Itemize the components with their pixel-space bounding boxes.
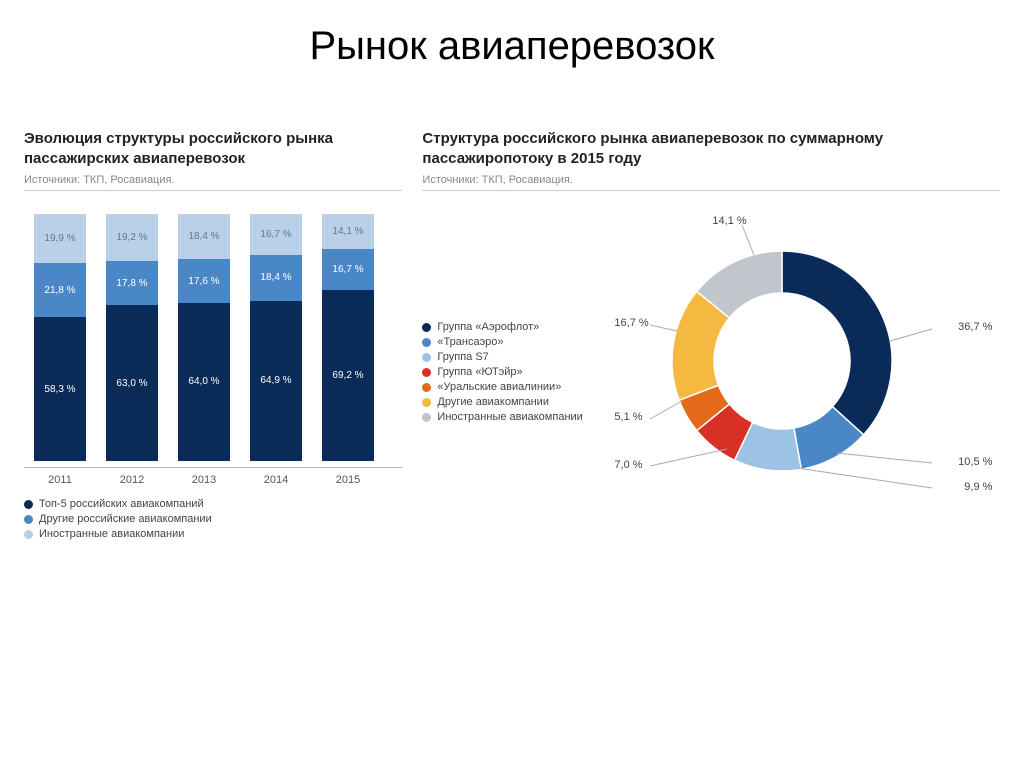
legend-label: Другие российские авиакомпании xyxy=(39,513,212,525)
legend-label: «Уральские авиалинии» xyxy=(437,381,561,393)
x-axis-label: 2013 xyxy=(174,474,234,486)
legend-item: Группа «ЮТэйр» xyxy=(422,366,602,378)
bar-segment: 17,8 % xyxy=(106,261,158,305)
bar-segment: 14,1 % xyxy=(322,214,374,249)
legend-swatch xyxy=(422,323,431,332)
bar-segment: 58,3 % xyxy=(34,317,86,461)
bar-chart-title: Эволюция структуры российского рынка пас… xyxy=(24,129,402,168)
bar-column: 63,0 %17,8 %19,2 % xyxy=(102,214,162,461)
bar-stack: 64,9 %18,4 %16,7 % xyxy=(250,214,302,461)
bar-segment: 64,0 % xyxy=(178,303,230,461)
legend-swatch xyxy=(24,500,33,509)
x-axis-label: 2011 xyxy=(30,474,90,486)
callout-ural: 5,1 % xyxy=(614,411,642,423)
leader-line xyxy=(742,225,754,255)
callout-foreign: 14,1 % xyxy=(712,215,746,227)
callout-aeroflot: 36,7 % xyxy=(958,321,992,333)
donut-chart-legend: Группа «Аэрофлот» «Трансаэро» Группа S7 Гру… xyxy=(422,201,602,521)
callout-utair: 7,0 % xyxy=(614,459,642,471)
bar-stack: 63,0 %17,8 %19,2 % xyxy=(106,214,158,461)
bar-chart-legend: Топ-5 российских авиакомпаний Другие росс… xyxy=(24,498,402,543)
x-axis-label: 2015 xyxy=(318,474,378,486)
charts-row: Эволюция структуры российского рынка пас… xyxy=(24,129,1000,543)
legend-label: Группа «ЮТэйр» xyxy=(437,366,522,378)
bar-column: 58,3 %21,8 %19,9 % xyxy=(30,214,90,461)
leader-line xyxy=(890,329,932,341)
bar-segment: 18,4 % xyxy=(178,214,230,259)
leader-line xyxy=(650,449,727,466)
callout-transaero: 10,5 % xyxy=(958,456,992,468)
legend-swatch xyxy=(422,383,431,392)
legend-swatch xyxy=(422,398,431,407)
donut-chart-title: Структура российского рынка авиаперевозо… xyxy=(422,129,1000,168)
legend-swatch xyxy=(422,353,431,362)
legend-swatch xyxy=(422,338,431,347)
legend-label: Группа «Аэрофлот» xyxy=(437,321,539,333)
bar-column: 64,9 %18,4 %16,7 % xyxy=(246,214,306,461)
donut-chart-source: Источники: ТКП, Росавиация. xyxy=(422,174,1000,186)
bar-chart-xaxis: 2011 2012 2013 2014 2015 xyxy=(24,467,402,486)
legend-swatch xyxy=(422,413,431,422)
divider xyxy=(422,190,1000,191)
legend-label: Другие авиакомпании xyxy=(437,396,549,408)
bar-chart-panel: Эволюция структуры российского рынка пас… xyxy=(24,129,402,543)
bar-segment: 16,7 % xyxy=(322,249,374,290)
legend-label: Топ-5 российских авиакомпаний xyxy=(39,498,204,510)
legend-swatch xyxy=(422,368,431,377)
legend-label: Группа S7 xyxy=(437,351,488,363)
leader-line xyxy=(650,325,677,331)
legend-item: Другие российские авиакомпании xyxy=(24,513,402,525)
leader-line xyxy=(797,468,932,488)
bar-stack: 69,2 %16,7 %14,1 % xyxy=(322,214,374,461)
bar-segment: 64,9 % xyxy=(250,301,302,461)
legend-item: «Уральские авиалинии» xyxy=(422,381,602,393)
bar-segment: 16,7 % xyxy=(250,214,302,255)
callout-s7: 9,9 % xyxy=(964,481,992,493)
legend-item: «Трансаэро» xyxy=(422,336,602,348)
bar-segment: 63,0 % xyxy=(106,305,158,461)
bar-segment: 17,6 % xyxy=(178,259,230,302)
bar-chart-area: 58,3 %21,8 %19,9 % 63,0 %17,8 %19,2 % 64,0… xyxy=(24,201,402,461)
legend-item: Топ-5 российских авиакомпаний xyxy=(24,498,402,510)
x-axis-label: 2012 xyxy=(102,474,162,486)
bar-segment: 69,2 % xyxy=(322,290,374,461)
x-axis-label: 2014 xyxy=(246,474,306,486)
leader-line xyxy=(837,453,932,463)
legend-swatch xyxy=(24,530,33,539)
bar-segment: 19,9 % xyxy=(34,214,86,263)
bar-segment: 21,8 % xyxy=(34,263,86,317)
donut-hole xyxy=(714,293,850,429)
donut-chart-panel: Структура российского рынка авиаперевозо… xyxy=(422,129,1000,543)
legend-label: Иностранные авиакомпании xyxy=(437,411,582,423)
leader-line xyxy=(650,401,682,419)
bar-segment: 18,4 % xyxy=(250,255,302,300)
divider xyxy=(24,190,402,191)
callout-other: 16,7 % xyxy=(614,317,648,329)
legend-item: Другие авиакомпании xyxy=(422,396,602,408)
legend-item: Иностранные авиакомпании xyxy=(24,528,402,540)
bar-chart-source: Источники: ТКП, Росавиация. xyxy=(24,174,402,186)
bar-stack: 64,0 %17,6 %18,4 % xyxy=(178,214,230,461)
legend-item: Группа S7 xyxy=(422,351,602,363)
bar-stack: 58,3 %21,8 %19,9 % xyxy=(34,214,86,461)
bar-column: 69,2 %16,7 %14,1 % xyxy=(318,214,378,461)
donut-svg xyxy=(602,201,982,521)
legend-swatch xyxy=(24,515,33,524)
donut-chart-area: 36,7 % 10,5 % 9,9 % 7,0 % 5,1 % 16,7 % 1… xyxy=(602,201,982,521)
legend-label: «Трансаэро» xyxy=(437,336,503,348)
legend-item: Иностранные авиакомпании xyxy=(422,411,602,423)
legend-item: Группа «Аэрофлот» xyxy=(422,321,602,333)
bar-column: 64,0 %17,6 %18,4 % xyxy=(174,214,234,461)
page-title: Рынок авиаперевозок xyxy=(24,24,1000,69)
bar-segment: 19,2 % xyxy=(106,214,158,261)
legend-label: Иностранные авиакомпании xyxy=(39,528,184,540)
